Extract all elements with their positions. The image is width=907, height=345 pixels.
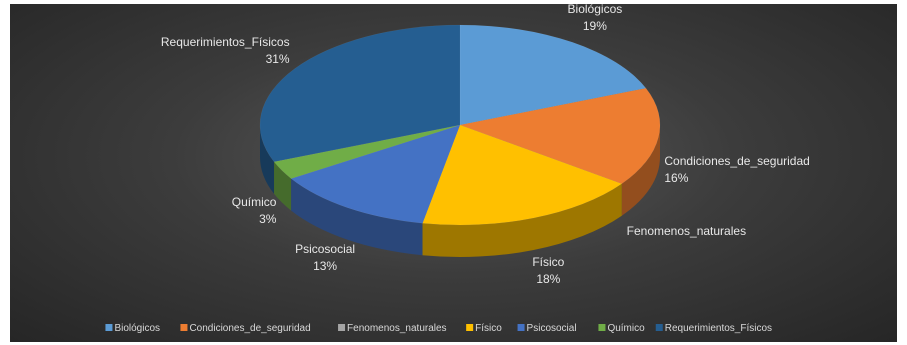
- legend: Biológicos Condiciones_de_seguridad Fenome…: [105, 323, 772, 334]
- pie-sides: [260, 125, 660, 257]
- legend-swatch-condiciones-de-seguridad: [180, 324, 188, 331]
- legend-swatch-requerimientos-fisicos: [655, 324, 663, 331]
- slice-biologicos: [459, 24, 647, 126]
- slice-fisico: [422, 124, 623, 226]
- legend-label-biologicos: Biológicos: [114, 323, 160, 334]
- data-label-percent-condiciones-de-seguridad: 16%: [664, 171, 688, 185]
- legend-swatch-psicosocial: [517, 324, 525, 331]
- data-label-requerimientos-fisicos: Requerimientos_Físicos: [161, 35, 290, 49]
- data-label-percent-quimico: 3%: [259, 212, 277, 226]
- chart-area: Biológicos 19% Condiciones_de_seguridad 16%…: [10, 4, 897, 342]
- legend-label-psicosocial: Psicosocial: [527, 323, 577, 334]
- legend-label-condiciones-de-seguridad: Condiciones_de_seguridad: [189, 323, 310, 334]
- slice-requerimientos-fisicos: [259, 24, 461, 163]
- legend-swatch-fenomenos-naturales: [338, 324, 346, 331]
- slice-side-psicosocial: [291, 178, 423, 256]
- data-label-condiciones-de-seguridad: Condiciones_de_seguridad: [664, 154, 809, 168]
- legend-swatch-biologicos: [105, 324, 113, 331]
- data-labels: Biológicos 19% Condiciones_de_seguridad 16%…: [161, 4, 810, 286]
- slice-psicosocial: [290, 124, 461, 224]
- legend-label-requerimientos-fisicos: Requerimientos_Físicos: [665, 323, 772, 334]
- data-label-percent-psicosocial: 13%: [313, 259, 337, 273]
- legend-swatch-quimico: [598, 324, 606, 331]
- data-label-biologicos: Biológicos: [568, 4, 623, 16]
- legend-label-fenomenos-naturales: Fenomenos_naturales: [347, 323, 447, 334]
- data-label-percent-fisico: 18%: [536, 272, 560, 286]
- slice-side-quimico: [274, 161, 292, 211]
- data-label-psicosocial: Psicosocial: [295, 242, 355, 256]
- slice-side-requerimientos-fisicos: [260, 125, 275, 194]
- pie-tops: [259, 24, 661, 226]
- data-label-percent-biologicos: 19%: [583, 19, 607, 33]
- pie-chart: Biológicos 19% Condiciones_de_seguridad 16%…: [105, 4, 810, 334]
- legend-label-quimico: Químico: [607, 323, 645, 334]
- legend-swatch-fisico: [466, 324, 474, 331]
- data-label-fenomenos-naturales: Fenomenos_naturales: [627, 224, 746, 238]
- slice-quimico: [273, 124, 461, 179]
- legend-label-fisico: Físico: [475, 323, 502, 334]
- slice-side-condiciones-de-seguridad: [621, 125, 660, 216]
- data-label-percent-requerimientos-fisicos: 31%: [266, 52, 290, 66]
- data-label-fisico: Físico: [532, 255, 564, 269]
- data-label-quimico: Químico: [232, 195, 277, 209]
- slice-side-fisico: [422, 183, 622, 257]
- slice-condiciones-de-seguridad: [459, 87, 661, 185]
